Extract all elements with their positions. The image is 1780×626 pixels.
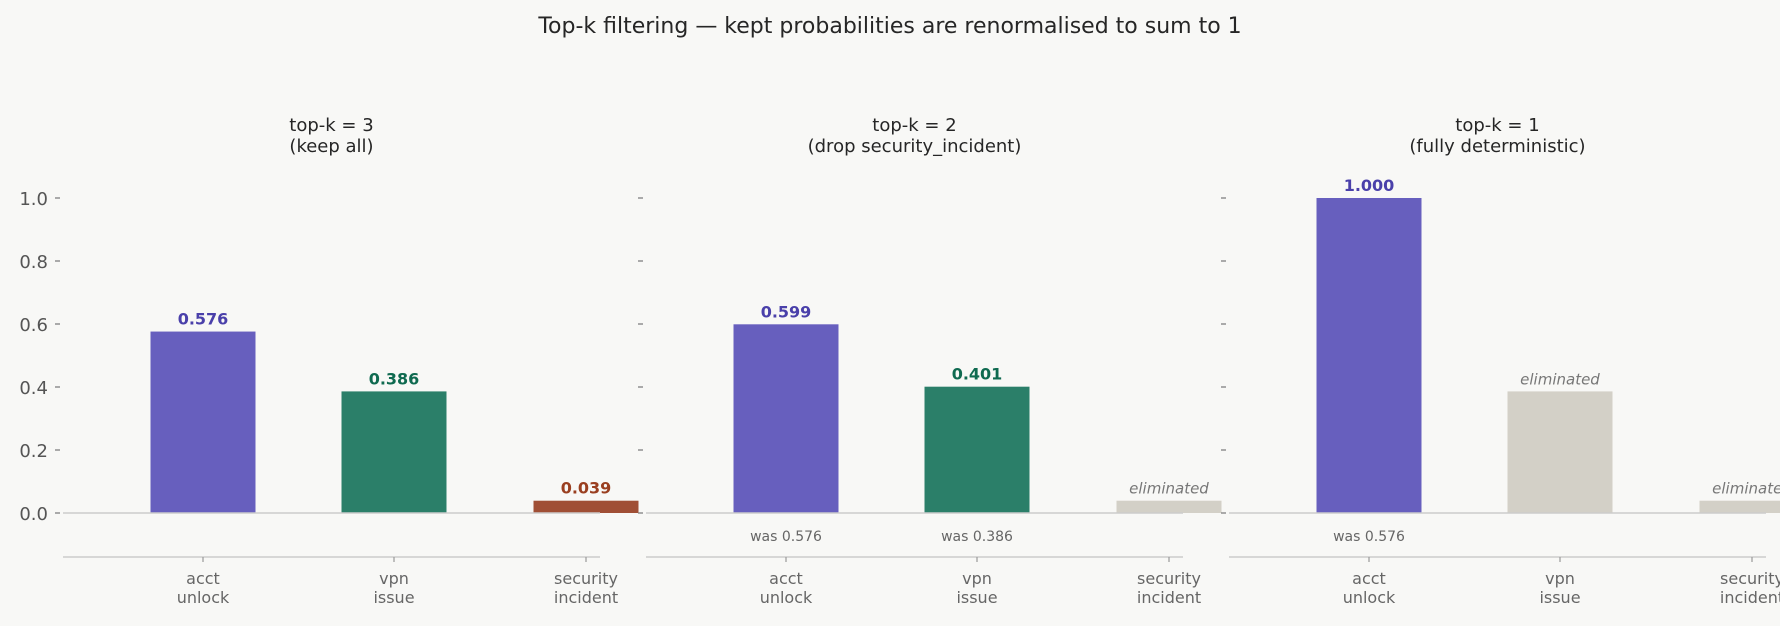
panel-title: top-k = 1 (fully deterministic) <box>1409 115 1585 157</box>
x-tick-label: acct unlock <box>1343 569 1396 607</box>
y-tick-label: 0.2 <box>19 441 48 462</box>
x-tick-label: vpn issue <box>956 569 997 607</box>
was-annotation: was 0.576 <box>750 529 822 545</box>
bar-vpn-issue <box>924 386 1030 513</box>
value-label: 1.000 <box>1344 176 1395 195</box>
x-tick-label: vpn issue <box>1539 569 1580 607</box>
panel-3: top-k = 1 (fully deterministic) 1.000 was 0… <box>1221 115 1780 607</box>
y-tick-label: 1.0 <box>19 189 48 210</box>
was-annotation: was 0.386 <box>941 529 1013 545</box>
x-tick-label: acct unlock <box>177 569 230 607</box>
was-annotation: was 0.576 <box>1333 529 1405 545</box>
bar-vpn-issue <box>1507 391 1613 513</box>
y-tick-label: 0.8 <box>19 252 48 273</box>
x-tick-label: vpn issue <box>373 569 414 607</box>
value-label: 0.599 <box>761 302 812 321</box>
panel-title: top-k = 3 (keep all) <box>289 115 373 157</box>
bar-acct-unlock <box>1316 198 1422 513</box>
panel-title: top-k = 2 (drop security_incident) <box>808 115 1022 157</box>
bar-vpn-issue <box>341 391 447 513</box>
value-label: 0.039 <box>561 479 612 498</box>
x-tick-label: acct unlock <box>760 569 813 607</box>
eliminated-label: eliminated <box>1129 480 1209 498</box>
bar-acct-unlock <box>150 331 256 513</box>
y-tick-label: 0.6 <box>19 315 48 336</box>
eliminated-label: eliminated <box>1520 370 1600 388</box>
value-label: 0.386 <box>369 369 420 388</box>
x-tick-label: security incident <box>1720 569 1780 607</box>
panel-1: top-k = 3 (keep all) 0.0 0.2 0.4 0.6 0.8 1.0 0.5… <box>19 115 639 607</box>
figure-title: Top-k filtering — kept probabilities are… <box>537 14 1241 39</box>
bar-acct-unlock <box>733 324 839 513</box>
panel-2: top-k = 2 (drop security_incident) 0.599 wa… <box>638 115 1222 607</box>
value-label: 0.401 <box>952 365 1003 384</box>
y-tick-label: 0.0 <box>19 504 48 525</box>
x-tick-label: security incident <box>1137 569 1201 607</box>
x-tick-label: security incident <box>554 569 618 607</box>
y-tick-label: 0.4 <box>19 378 48 399</box>
eliminated-label: eliminated <box>1712 480 1780 498</box>
bar-security-incident <box>1699 500 1780 513</box>
bar-security-incident <box>1116 500 1222 513</box>
bar-security-incident <box>533 500 639 513</box>
value-label: 0.576 <box>178 310 229 329</box>
